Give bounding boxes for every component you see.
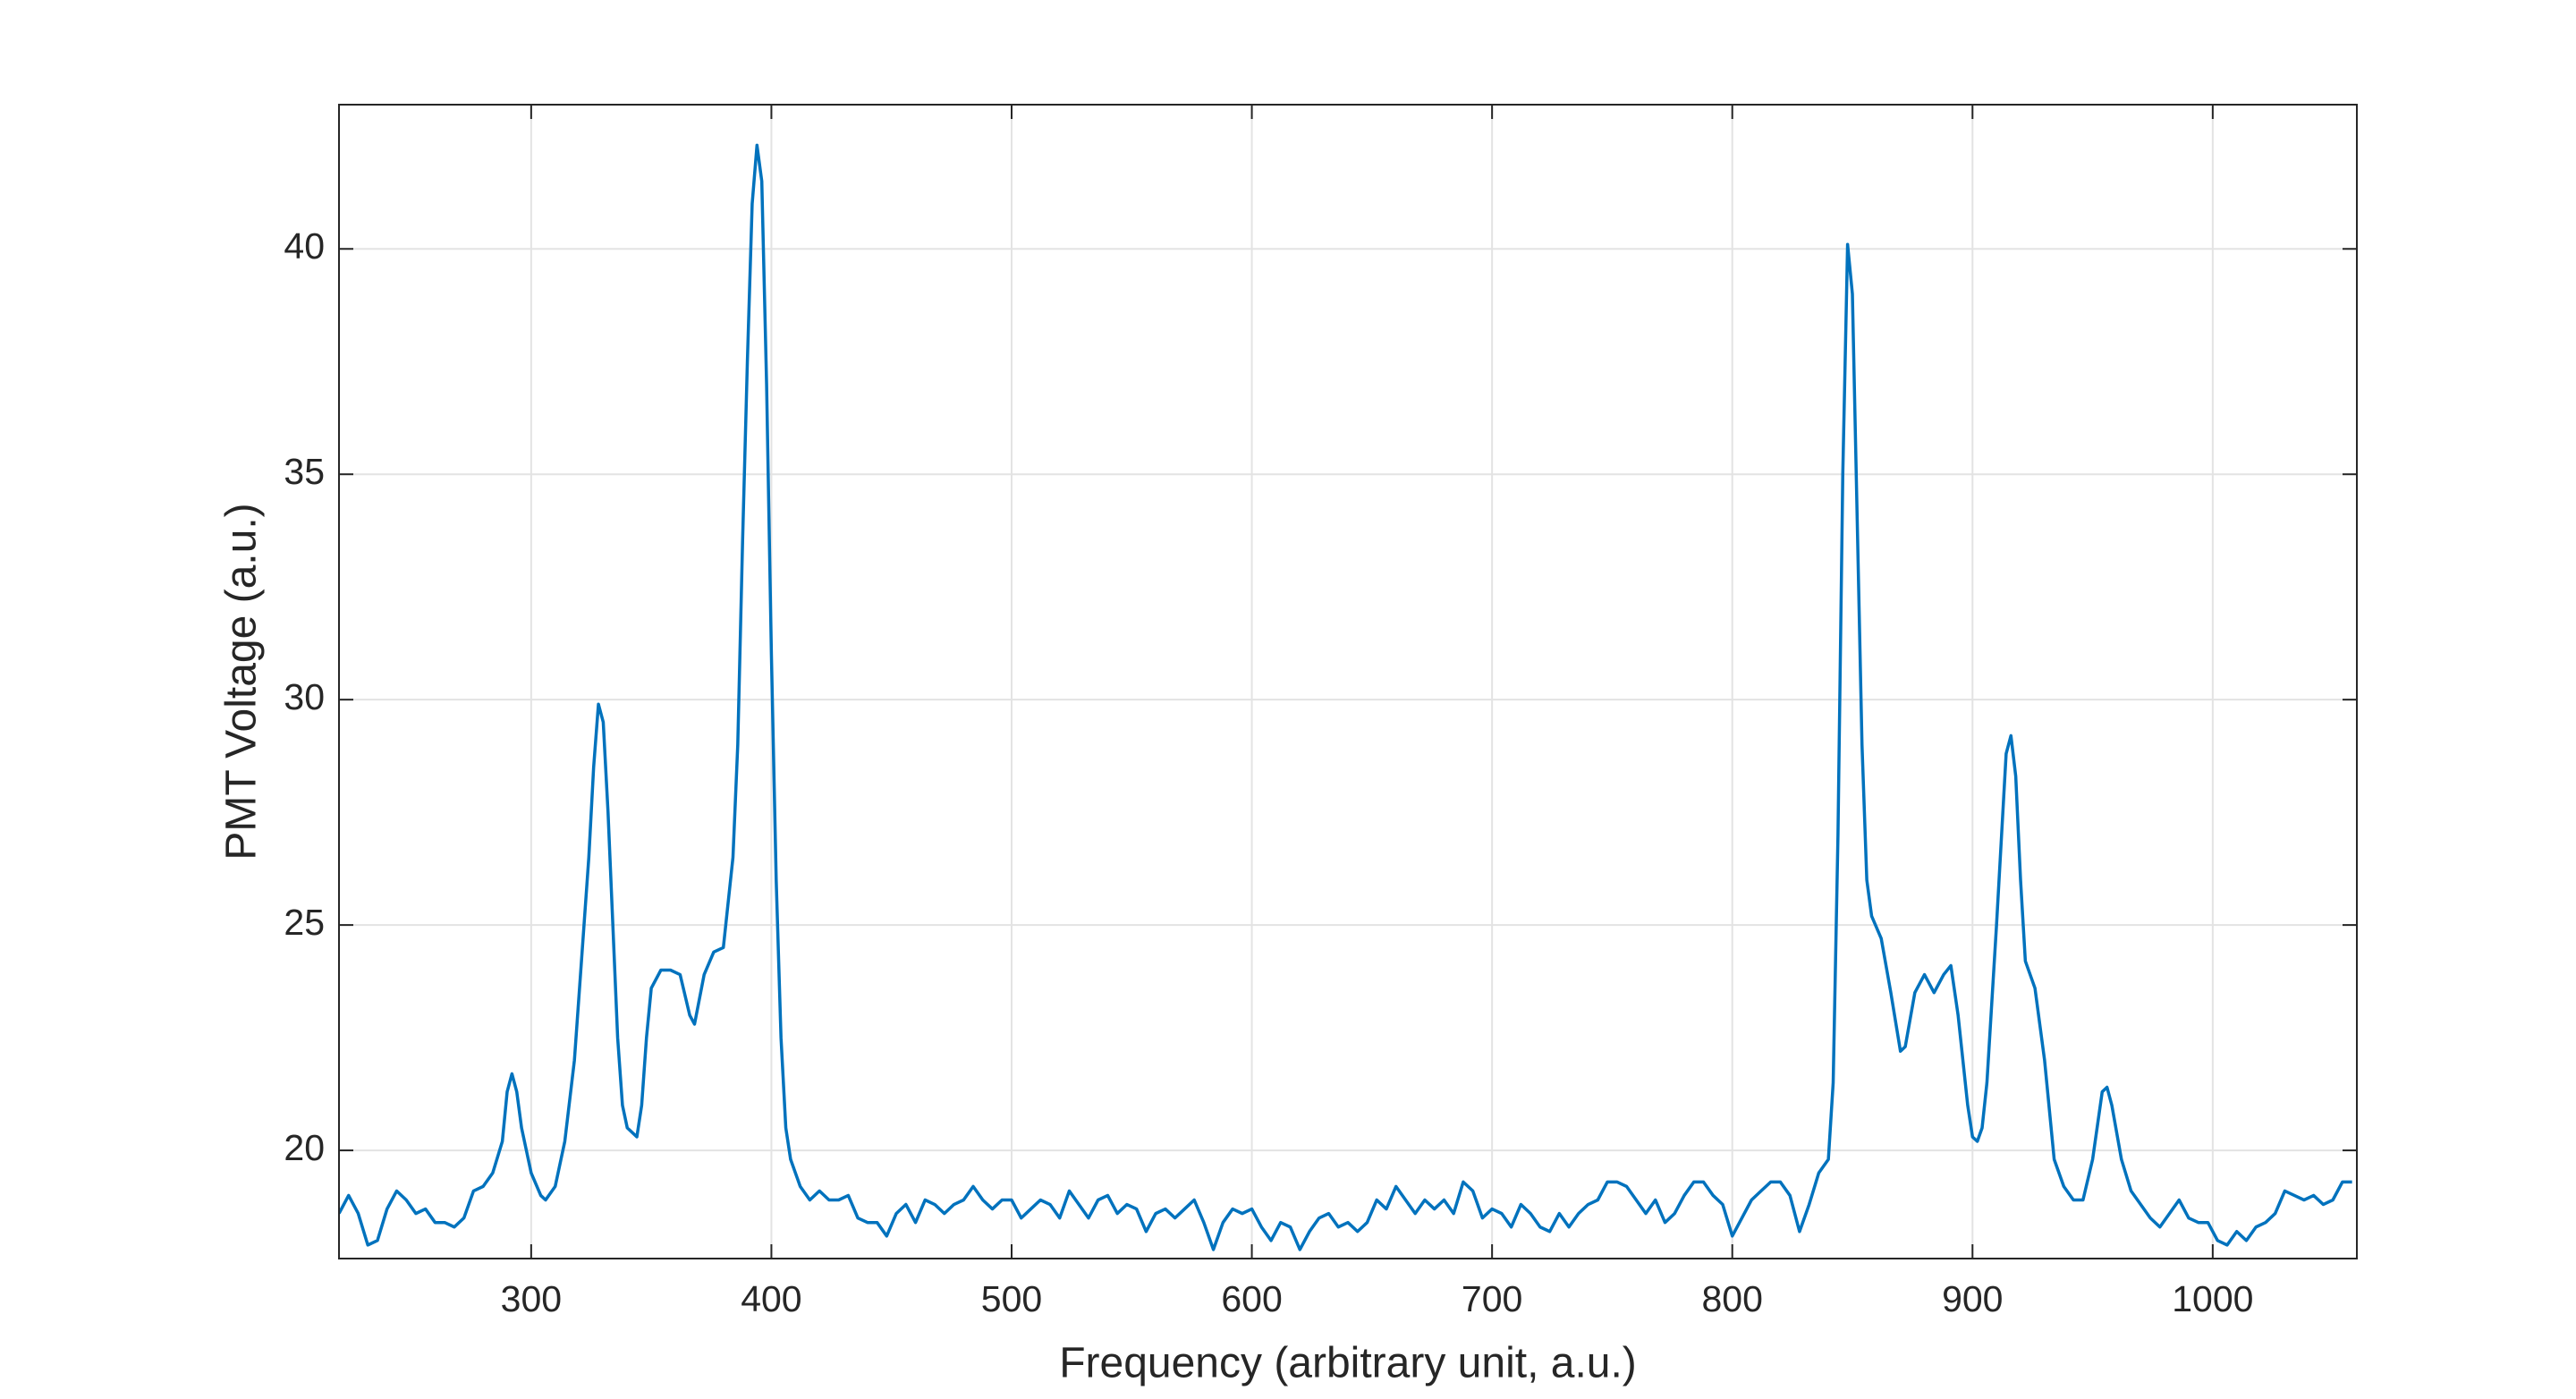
x-axis-label: Frequency (arbitrary unit, a.u.) — [1059, 1340, 1637, 1387]
y-tick-label: 35 — [284, 451, 325, 492]
x-tick-label: 700 — [1462, 1278, 1522, 1319]
plot-lines — [339, 143, 2352, 1251]
plot-area — [339, 105, 2357, 1259]
x-tick-label: 600 — [1221, 1278, 1282, 1319]
x-tick-label: 1000 — [2172, 1278, 2253, 1319]
y-tick-label: 25 — [284, 902, 325, 943]
x-tick-label: 800 — [1702, 1278, 1763, 1319]
x-tick-label: 900 — [1942, 1278, 2003, 1319]
y-tick-label: 20 — [284, 1127, 325, 1168]
data-line — [339, 143, 2352, 1251]
axes-box — [338, 104, 2358, 1259]
y-tick-label: 40 — [284, 225, 325, 267]
y-axis-label: PMT Voltage (a.u.) — [218, 503, 266, 860]
y-tick-label: 30 — [284, 676, 325, 717]
x-tick-label: 400 — [741, 1278, 801, 1319]
ticks: 300 400 500 600 700 800 900 1000 20 25 30 35 40 — [284, 105, 2357, 1319]
x-tick-label: 500 — [981, 1278, 1042, 1319]
x-tick-label: 300 — [501, 1278, 562, 1319]
